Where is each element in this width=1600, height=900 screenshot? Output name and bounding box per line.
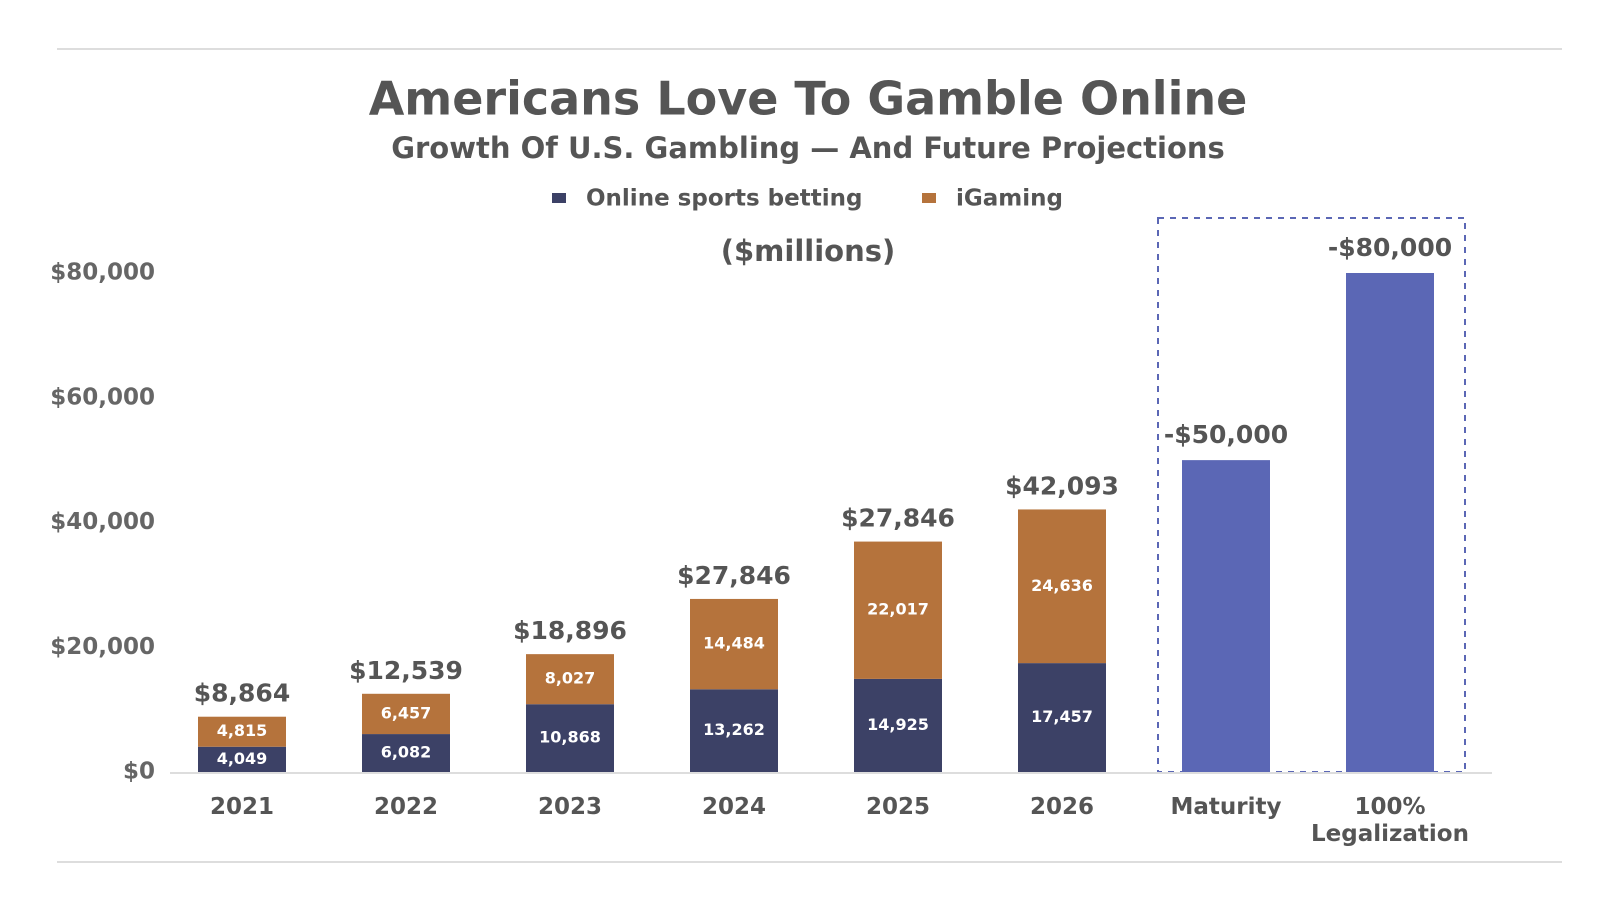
x-tick-label: 2021 (209, 794, 274, 820)
total-label: $27,846 (841, 504, 955, 533)
bar-segment (690, 598, 778, 690)
annotation: ($millions) (721, 234, 896, 268)
bar-segment (362, 734, 450, 772)
y-tick-label: $20,000 (50, 634, 155, 660)
legend-swatch (552, 193, 566, 203)
x-tick-label: 100% Legalization (1311, 794, 1469, 847)
y-tick-label: $40,000 (50, 509, 155, 535)
bar-segment (854, 678, 942, 772)
segment-label: 4,815 (217, 721, 268, 740)
bar-value-label: -$80,000 (1328, 233, 1452, 262)
bar-segment (1018, 663, 1106, 772)
y-tick-label: $80,000 (50, 260, 155, 286)
x-tick-label: 2023 (537, 794, 602, 820)
bar-segment (198, 716, 286, 747)
x-tick-label: Maturity (1170, 794, 1282, 820)
segment-label: 14,925 (867, 715, 929, 734)
segment-label: 22,017 (867, 600, 929, 619)
total-label: $8,864 (194, 679, 290, 708)
bar-value-label: -$50,000 (1164, 420, 1288, 449)
x-tick-label: 2022 (373, 794, 438, 820)
bar-segment (362, 693, 450, 735)
segment-label: 13,262 (703, 720, 765, 739)
bar-segment (690, 689, 778, 772)
bar-segment (526, 704, 614, 772)
total-label: $42,093 (1005, 471, 1119, 500)
segment-label: 10,868 (539, 728, 601, 747)
total-label: $12,539 (349, 656, 463, 685)
projection-box (1157, 217, 1466, 773)
segment-label: 6,457 (381, 703, 432, 722)
segment-label: 14,484 (703, 634, 765, 653)
segment-label: 24,636 (1031, 576, 1093, 595)
legend-swatch (922, 193, 936, 203)
bar-segment (1018, 509, 1106, 664)
segment-label: 4,049 (217, 749, 268, 768)
chart-subtitle: Growth Of U.S. Gambling — And Future Pro… (391, 131, 1225, 165)
legend-label: iGaming (956, 186, 1063, 212)
x-tick-label: 2024 (701, 794, 766, 820)
bar-segment (526, 654, 614, 705)
bar-segment (854, 541, 942, 679)
chart-title: Americans Love To Gamble Online (369, 72, 1248, 126)
segment-label: 17,457 (1031, 707, 1093, 726)
y-tick-label: $0 (123, 759, 155, 785)
y-tick-label: $60,000 (50, 384, 155, 410)
bar-segment (198, 746, 286, 772)
legend-label: Online sports betting (586, 186, 862, 212)
total-label: $27,846 (677, 561, 791, 590)
segment-label: 8,027 (545, 669, 596, 688)
x-tick-label: 2026 (1029, 794, 1094, 820)
total-label: $18,896 (513, 616, 627, 645)
segment-label: 6,082 (381, 743, 432, 762)
x-tick-label: 2025 (865, 794, 930, 820)
bar-segment (1182, 460, 1270, 772)
bar-segment (1346, 273, 1434, 772)
